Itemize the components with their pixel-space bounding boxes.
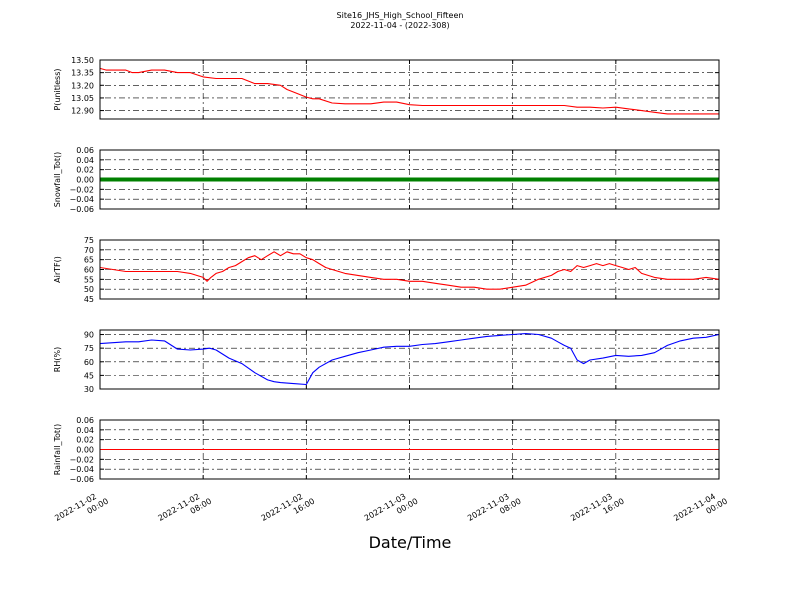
y-tick-label: 12.90 (71, 107, 94, 116)
y-tick-label: −0.02 (69, 185, 94, 194)
y-tick-label: −0.06 (69, 205, 94, 214)
y-tick-label: 90 (84, 331, 94, 340)
plot-frame (99, 59, 720, 120)
panel-4: −0.06−0.04−0.020.000.020.040.06 Rainfall_… (53, 416, 720, 484)
y-tick-label: 13.35 (71, 69, 94, 78)
series-line-3-0 (99, 333, 720, 386)
y-tick-label: 45 (84, 295, 94, 304)
y-tick-label: 75 (84, 344, 94, 353)
y-axis-label: RH(%) (53, 347, 62, 372)
y-tick-label: −0.04 (69, 465, 94, 474)
y-tick-label: 13.20 (71, 81, 94, 90)
y-axis-label: Snowfall_Tot() (53, 152, 62, 208)
chart-subtitle: 2022-11-04 - (2022-308) (350, 21, 450, 30)
x-tick-label: 2022-11-0316:00 (569, 488, 626, 532)
y-tick-label: 60 (84, 266, 94, 275)
y-tick-label: −0.04 (69, 195, 94, 204)
y-tick-label: 0.04 (76, 426, 94, 435)
y-tick-label: 0.04 (76, 156, 94, 165)
y-tick-label: 0.02 (76, 166, 94, 175)
chart-title: Site16_JHS_High_School_Fifteen (336, 11, 464, 20)
y-tick-label: 55 (84, 275, 94, 284)
y-tick-label: 70 (84, 246, 94, 255)
panel-0: 12.90 13.05 13.20 13.35 13.50 P(unitless) (53, 56, 720, 120)
plot-frame (99, 149, 720, 210)
y-axis-label: Rainfall_Tot() (53, 424, 62, 476)
y-tick-label: 0.06 (76, 146, 94, 155)
y-tick-label: −0.02 (69, 455, 94, 464)
x-tick-label: 2022-11-0308:00 (466, 488, 523, 532)
x-tick-label: 2022-11-0216:00 (260, 488, 317, 532)
y-tick-label: 30 (84, 385, 94, 394)
y-tick-label: 50 (84, 285, 94, 294)
x-axis-label: Date/Time (368, 533, 452, 552)
y-axis-label: AirTF() (53, 256, 62, 283)
series-line-2-0 (99, 251, 720, 290)
y-tick-label: −0.06 (69, 475, 94, 484)
panel-1: −0.06−0.04−0.020.000.020.040.06 Snowfall_… (53, 146, 720, 214)
x-tick-label: 2022-11-0300:00 (363, 488, 420, 532)
y-tick-label: 0.02 (76, 436, 94, 445)
x-tick-label: 2022-11-0200:00 (53, 488, 110, 532)
y-tick-label: 75 (84, 236, 94, 245)
panel-3: 30 45 60 75 90 RH(%) (53, 329, 720, 394)
y-axis-label: P(unitless) (53, 68, 62, 110)
y-tick-label: 13.05 (71, 94, 94, 103)
y-tick-label: 65 (84, 256, 94, 265)
x-tick-label: 2022-11-0208:00 (156, 488, 213, 532)
y-tick-label: 0.06 (76, 416, 94, 425)
x-tick-label: 2022-11-0400:00 (672, 488, 729, 532)
series-line-0-0 (99, 67, 719, 115)
y-tick-label: 0.00 (76, 176, 94, 185)
y-tick-label: 45 (84, 371, 94, 380)
plot-frame (99, 329, 720, 390)
y-tick-label: 13.50 (71, 56, 94, 65)
plot-frame (99, 419, 720, 480)
plot-frame (99, 239, 720, 300)
y-tick-label: 60 (84, 358, 94, 367)
y-tick-label: 0.00 (76, 446, 94, 455)
